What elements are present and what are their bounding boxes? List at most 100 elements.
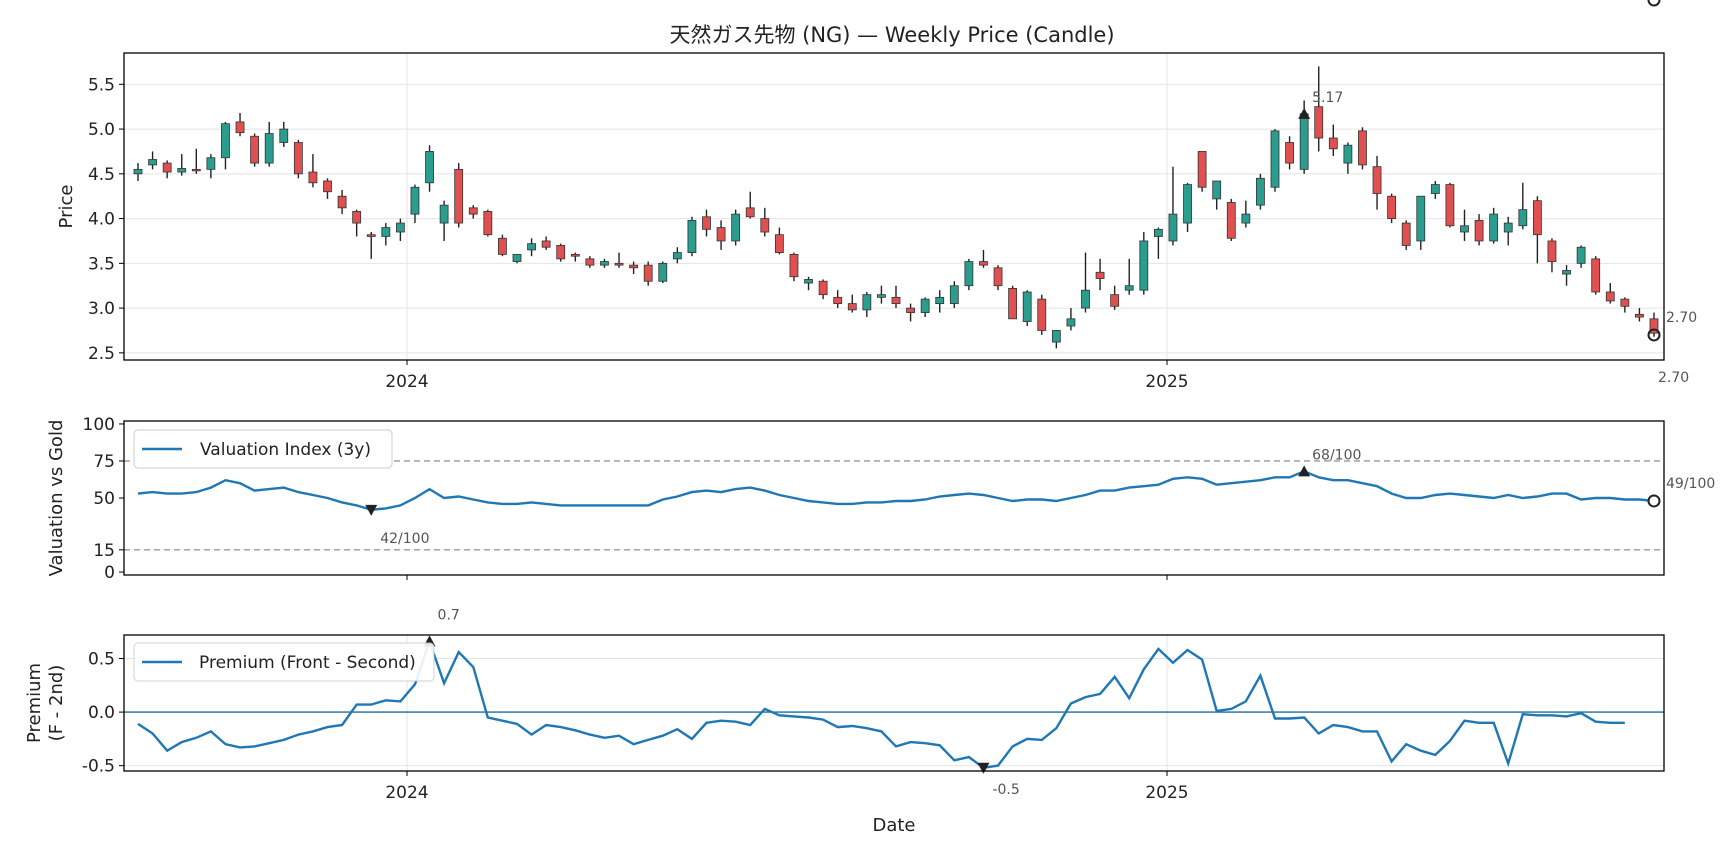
valuation-series-line — [137, 470, 1655, 512]
candle-body — [877, 294, 886, 298]
chart-title: 天然ガス先物 (NG) — Weekly Price (Candle) — [669, 23, 1114, 47]
premium-min-label: -0.5 — [992, 782, 1019, 798]
candle-body — [1037, 298, 1047, 331]
candle-body — [1241, 213, 1251, 224]
candle-body — [381, 227, 391, 237]
candle-body — [1110, 294, 1120, 307]
candle-body — [935, 296, 945, 305]
candle-body — [672, 252, 682, 260]
premium-max-label: 0.7 — [438, 607, 460, 623]
valuation-max-marker — [1298, 465, 1311, 477]
candle-body — [483, 211, 493, 236]
candle-body — [162, 162, 172, 173]
candle-body — [1051, 330, 1061, 343]
price-ytick-label: 5.5 — [88, 75, 115, 95]
premium-series-line — [137, 637, 1625, 770]
candle-body — [1547, 240, 1557, 262]
premium-min-marker — [977, 762, 990, 774]
candle-body — [1358, 130, 1367, 166]
candle-body — [1635, 313, 1644, 318]
premium-legend-label: Premium (Front - Second) — [199, 653, 416, 673]
price-axes-frame — [123, 52, 1665, 361]
price-ytick-label: 3.5 — [88, 254, 115, 274]
candle-body — [1430, 184, 1440, 194]
last-marker — [1647, 328, 1661, 342]
candle-body — [993, 267, 1003, 287]
candle-body — [177, 168, 187, 173]
premium-legend-box — [133, 642, 435, 682]
candle-body — [818, 280, 828, 296]
valuation-legend-label: Valuation Index (3y) — [200, 440, 371, 460]
candle-body — [979, 261, 988, 266]
valuation-panel: 015 50 75 100 42/100 68/100 49/100 Valuation In… — [46, 415, 1715, 583]
candle-body — [1460, 225, 1469, 233]
price-ytick-label: 3.0 — [88, 299, 115, 319]
candle-body — [250, 135, 260, 164]
candle-body — [1474, 219, 1484, 242]
peak-label: 5.17 — [1312, 90, 1343, 106]
candle-body — [906, 307, 915, 313]
candle-body — [964, 261, 974, 287]
premium-ytick-label: 0.0 — [88, 703, 115, 723]
valuation-min-label: 42/100 — [380, 531, 429, 547]
price-ylabel: Price — [56, 185, 77, 229]
premium-xlabel: Date — [872, 815, 915, 836]
valuation-last-label: 49/100 — [1666, 476, 1715, 492]
candle-body — [891, 296, 901, 305]
candle-body — [323, 180, 332, 193]
candle-body — [1139, 240, 1149, 291]
candle-body — [1270, 130, 1280, 188]
candle-body — [1066, 318, 1076, 327]
candle-body — [731, 213, 741, 242]
candle-body — [1591, 258, 1601, 293]
valuation-last-marker — [1647, 494, 1661, 508]
candle-body — [293, 142, 303, 175]
valuation-ytick-label: 100 — [83, 415, 115, 435]
candle-body — [1226, 202, 1236, 239]
candle-body — [454, 168, 464, 224]
candle-body — [148, 159, 157, 166]
peak-marker — [1298, 107, 1311, 119]
candle-body — [1153, 228, 1163, 237]
candle-body — [235, 121, 245, 134]
candle-body — [1372, 166, 1382, 194]
price-ytick-label: 4.5 — [88, 165, 115, 185]
candle-body — [410, 186, 420, 215]
candle-body — [1285, 142, 1294, 164]
candle-body — [468, 207, 478, 215]
candle-body — [862, 294, 872, 311]
valuation-min-marker — [365, 504, 378, 516]
candle-body — [658, 262, 668, 282]
candle-body — [1256, 177, 1265, 206]
candle-body — [1095, 271, 1105, 279]
candle-body — [716, 227, 726, 242]
candle-body — [425, 151, 434, 184]
candle-body — [1562, 270, 1571, 275]
last-label: 2.70 — [1666, 310, 1697, 326]
candle-body — [745, 207, 755, 218]
candle-body — [279, 128, 289, 143]
candle-body — [1401, 222, 1411, 246]
candle-body — [585, 258, 595, 266]
candle-body — [221, 123, 230, 159]
candle-body — [1620, 298, 1630, 307]
price-xtick-label: 2025 — [1145, 372, 1188, 392]
valuation-axes-frame — [123, 420, 1665, 576]
candle-body — [1314, 106, 1324, 139]
price-ytick-label: 5.0 — [88, 120, 115, 140]
candle-body — [206, 157, 216, 170]
candle-body — [498, 237, 507, 255]
candle-body — [395, 222, 405, 233]
candle-body — [366, 234, 376, 237]
candle-body — [512, 253, 522, 262]
candle-body — [133, 168, 143, 175]
valuation-max-label: 68/100 — [1312, 447, 1361, 463]
candle-body — [702, 216, 711, 230]
candle-body — [1008, 287, 1018, 320]
candle-body — [804, 279, 813, 284]
candle-body — [629, 264, 639, 269]
candle-body — [1343, 144, 1353, 164]
candle-body — [920, 298, 930, 313]
price-ytick-label: 2.5 — [88, 344, 115, 364]
